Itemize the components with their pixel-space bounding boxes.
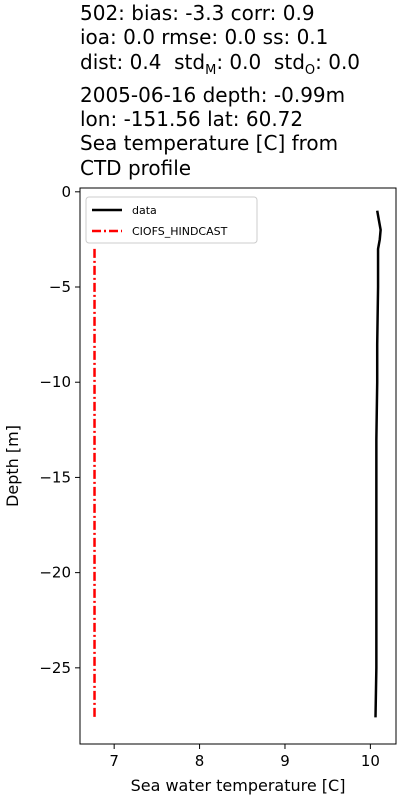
title-line-1: 502: bias: -3.3 corr: 0.9 [80, 1, 315, 25]
x-axis-label: Sea water temperature [C] [131, 776, 346, 795]
y-tick-label: −15 [39, 468, 71, 486]
legend-label-model: CIOFS_HINDCAST [132, 225, 228, 238]
legend-label-data: data [132, 204, 157, 217]
series-line-data [374, 210, 382, 718]
title-line-7: CTD profile [80, 155, 192, 180]
legend-box [85, 196, 258, 244]
chart-title: 502: bias: -3.3 corr: 0.9 ioa: 0.0 rmse:… [80, 1, 398, 180]
y-tick-label: −20 [39, 564, 71, 582]
x-tick-label: 8 [195, 752, 205, 770]
title-line-3: dist: 0.4 stdM: 0.0 stdO: 0.0 [80, 49, 361, 78]
title-line-4: 2005-06-16 depth: -0.99m [80, 82, 346, 107]
title-line-2: ioa: 0.0 rmse: 0.0 ss: 0.1 [80, 25, 329, 50]
y-tick-label: −5 [49, 278, 71, 296]
title-line-5: lon: -151.56 lat: 60.72 [80, 107, 304, 132]
series-layer [93, 210, 382, 718]
y-tick-label: −25 [39, 659, 71, 677]
y-tick-label: 0 [61, 183, 71, 201]
ticks-layer: 7 8 9 10 0 −5 −10 −15 −20 −25 [39, 183, 380, 770]
x-tick-label: 7 [109, 752, 119, 770]
y-tick-label: −10 [39, 373, 71, 391]
x-tick-label: 10 [361, 752, 380, 770]
y-axis-label: Depth [m] [3, 425, 22, 507]
x-tick-label: 9 [280, 752, 290, 770]
title-line-6: Sea temperature [C] from [80, 131, 339, 156]
legend: data CIOFS_HINDCAST [85, 196, 258, 244]
axes-frame [79, 187, 397, 745]
